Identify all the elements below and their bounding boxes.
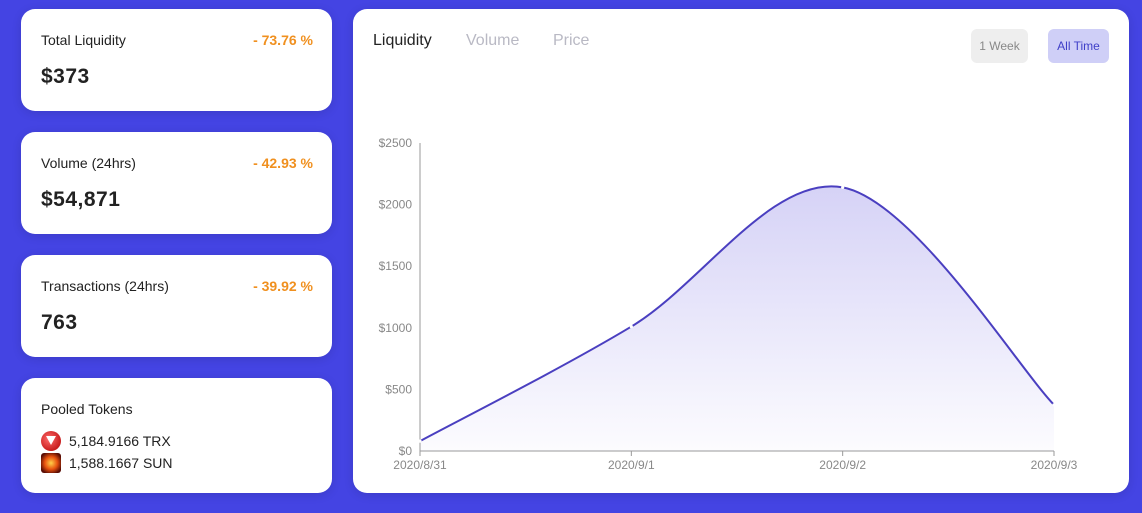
x-tick-label: 2020/9/3 [1031,458,1078,472]
stat-change: - 39.92 % [253,278,313,294]
liquidity-line [419,185,1055,443]
sun-icon [41,453,61,473]
chart-card: Liquidity Volume Price 1 Week All Time $… [353,9,1129,493]
data-point [629,324,633,329]
stat-label: Transactions (24hrs) [41,278,169,294]
tab-volume[interactable]: Volume [466,32,520,49]
tab-liquidity[interactable]: Liquidity [373,32,432,49]
stat-change: - 73.76 % [253,32,313,48]
trx-icon [41,431,61,451]
stat-change: - 42.93 % [253,155,313,171]
stat-value: $54,871 [41,188,121,211]
data-point [841,185,845,189]
range-all-time-button[interactable]: All Time [1048,29,1109,63]
y-tick-label: $500 [385,382,412,396]
x-tick-label: 2020/9/1 [608,458,655,472]
data-point [418,439,422,443]
token-amount: 1,588.1667 SUN [69,455,173,471]
y-tick-label: $2500 [379,136,413,150]
stat-card-volume: Volume (24hrs) - 42.93 % $54,871 [21,132,332,234]
stat-label: Total Liquidity [41,32,126,48]
stat-value: $373 [41,65,90,88]
liquidity-area [420,186,1054,451]
liquidity-chart: $0 $500 $1000 $1500 $2000 $2500 2020/8/31 2020… [379,136,1078,472]
x-tick-label: 2020/9/2 [819,458,866,472]
range-1-week-button[interactable]: 1 Week [971,29,1028,63]
token-row-sun: 1,588.1667 SUN [41,453,173,473]
data-point [1052,403,1056,407]
stat-value: 763 [41,311,78,334]
x-tick-label: 2020/8/31 [393,458,447,472]
token-amount: 5,184.9166 TRX [69,433,171,449]
stat-card-transactions: Transactions (24hrs) - 39.92 % 763 [21,255,332,357]
y-tick-label: $0 [399,444,413,458]
stat-label: Volume (24hrs) [41,155,136,171]
stat-card-total-liquidity: Total Liquidity - 73.76 % $373 [21,9,332,111]
token-row-trx: 5,184.9166 TRX [41,431,171,451]
tab-price[interactable]: Price [553,32,590,49]
y-tick-label: $1500 [379,259,413,273]
pooled-tokens-label: Pooled Tokens [41,401,133,417]
y-tick-label: $1000 [379,321,413,335]
pooled-tokens-card: Pooled Tokens 5,184.9166 TRX 1,588.1667 … [21,378,332,493]
y-tick-label: $2000 [379,198,413,212]
